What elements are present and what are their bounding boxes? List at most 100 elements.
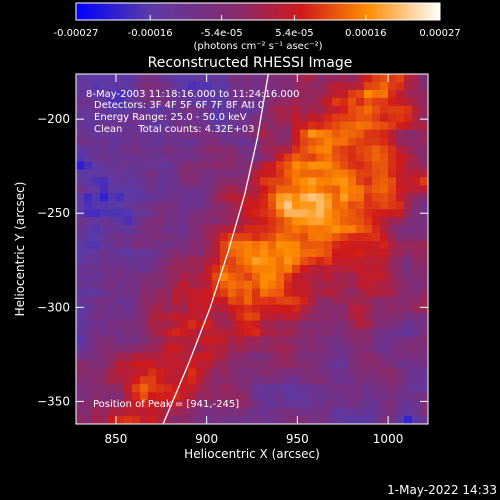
solar-limb-curve xyxy=(162,73,269,425)
heatmap-cell xyxy=(164,97,173,107)
heatmap-cell xyxy=(276,97,285,107)
heatmap-cell xyxy=(196,360,205,369)
heatmap-cell xyxy=(180,105,189,115)
heatmap-cell xyxy=(372,169,381,178)
heatmap-cell xyxy=(420,161,429,170)
heatmap-cell xyxy=(364,74,373,83)
heatmap-cell xyxy=(404,113,413,123)
heatmap-cell xyxy=(220,161,229,170)
heatmap-cell xyxy=(164,74,173,83)
heatmap-cell xyxy=(420,233,429,242)
heatmap-cell xyxy=(84,400,93,409)
heatmap-cell xyxy=(268,256,277,266)
heatmap-cell xyxy=(100,376,109,385)
heatmap-cell xyxy=(404,81,413,91)
heatmap-cell xyxy=(132,97,141,107)
heatmap-cell xyxy=(76,169,85,178)
heatmap-cell xyxy=(412,145,421,154)
heatmap-cell xyxy=(100,217,109,226)
heatmap-cell xyxy=(284,376,293,385)
heatmap-cell xyxy=(188,137,197,146)
heatmap-cell xyxy=(316,177,325,186)
heatmap-cell xyxy=(140,153,149,162)
heatmap-cell xyxy=(268,153,277,162)
heatmap-cell xyxy=(164,233,173,242)
heatmap-cell xyxy=(412,74,421,83)
heatmap-cell xyxy=(236,400,245,409)
heatmap-cell xyxy=(316,408,325,417)
heatmap-cell xyxy=(116,177,125,186)
heatmap-cell xyxy=(92,193,101,202)
heatmap-cell xyxy=(108,312,117,321)
heatmap-cell xyxy=(108,225,117,234)
heatmap-cell xyxy=(172,217,181,226)
heatmap-cell xyxy=(380,145,389,154)
heatmap-cell xyxy=(412,217,421,226)
heatmap-cell xyxy=(276,264,285,274)
heatmap-cell xyxy=(348,225,357,234)
heatmap-cell xyxy=(380,304,389,314)
heatmap-cell xyxy=(332,280,341,290)
heatmap-cell xyxy=(116,288,125,298)
heatmap-cell xyxy=(108,233,117,242)
heatmap-cell xyxy=(108,288,117,298)
heatmap-cell xyxy=(332,288,341,298)
heatmap-cell xyxy=(172,169,181,178)
heatmap-cell xyxy=(340,81,349,91)
heatmap-cell xyxy=(420,400,429,409)
heatmap-cell xyxy=(140,280,149,290)
heatmap-cell xyxy=(228,89,237,99)
heatmap-cell xyxy=(420,97,429,107)
heatmap-cell xyxy=(228,113,237,123)
heatmap-cell xyxy=(132,177,141,186)
heatmap-cell xyxy=(332,352,341,361)
heatmap-cell xyxy=(92,280,101,290)
heatmap-cell xyxy=(212,129,221,139)
heatmap-cell xyxy=(412,185,421,194)
heatmap-cell xyxy=(244,169,253,178)
heatmap-cell xyxy=(204,416,213,425)
heatmap-cell xyxy=(220,312,229,321)
heatmap-cell xyxy=(292,304,301,314)
heatmap-cell xyxy=(228,400,237,409)
colorbar-gradient xyxy=(75,2,441,21)
heatmap-cell xyxy=(116,81,125,91)
heatmap-cell xyxy=(292,185,301,194)
heatmap-cell xyxy=(388,304,397,314)
heatmap-cell xyxy=(132,209,141,218)
heatmap-cell xyxy=(124,360,133,369)
heatmap-cell xyxy=(156,153,165,162)
heatmap-cell xyxy=(180,376,189,385)
heatmap-cell xyxy=(268,320,277,329)
heatmap-cell xyxy=(100,74,109,83)
heatmap-cell xyxy=(180,288,189,298)
heatmap-cell xyxy=(132,193,141,202)
heatmap-cell xyxy=(252,249,261,258)
heatmap-cell xyxy=(84,137,93,146)
colorbar-ticks: -0.00027 -0.00016 -5.4e-05 5.4e-05 0.00016 0.… xyxy=(54,15,461,39)
heatmap-cell xyxy=(148,193,157,202)
heatmap-cell xyxy=(372,81,381,91)
heatmap-cell xyxy=(300,105,309,115)
heatmap-cell xyxy=(252,193,261,202)
heatmap-cell xyxy=(420,169,429,178)
heatmap-cell xyxy=(140,129,149,139)
heatmap-cell xyxy=(116,137,125,146)
heatmap-cell xyxy=(412,296,421,306)
heatmap-cell xyxy=(404,328,413,337)
heatmap-cell xyxy=(420,328,429,337)
heatmap-cell xyxy=(316,137,325,146)
heatmap-cell xyxy=(388,392,397,401)
heatmap-cell xyxy=(108,74,117,83)
heatmap-cell xyxy=(76,296,85,306)
heatmap-cell xyxy=(260,161,269,170)
heatmap-cell xyxy=(108,113,117,123)
heatmap-cell xyxy=(292,201,301,210)
heatmap-cell xyxy=(180,241,189,250)
heatmap-cell xyxy=(292,241,301,250)
heatmap-cell xyxy=(300,280,309,290)
heatmap-cell xyxy=(220,416,229,425)
heatmap-cell xyxy=(100,233,109,242)
heatmap-cell xyxy=(100,177,109,186)
heatmap-cell xyxy=(220,400,229,409)
